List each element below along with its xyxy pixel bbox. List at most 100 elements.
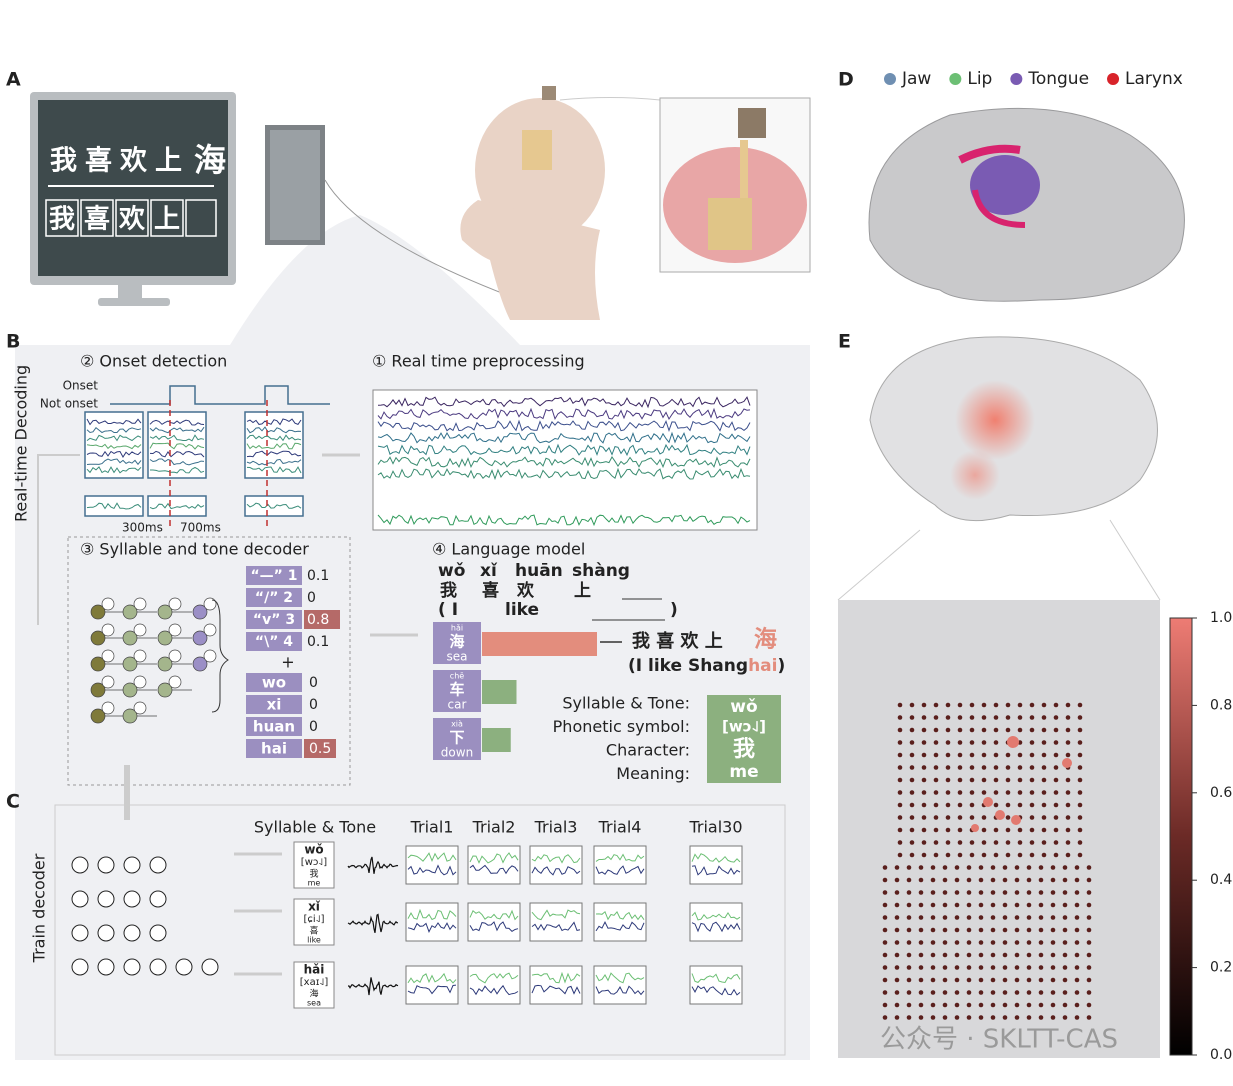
trace (246, 450, 302, 458)
electrode (1014, 990, 1020, 995)
electrode (933, 777, 939, 783)
electrode (921, 727, 927, 733)
electrode (1014, 977, 1020, 983)
output-part: ) (777, 656, 785, 676)
electrode (1074, 952, 1080, 958)
electrode (1005, 852, 1011, 858)
electrode (909, 827, 915, 833)
electrode (1074, 965, 1080, 970)
screen-char: 上 (154, 205, 180, 235)
electrode (1065, 777, 1071, 783)
node (175, 958, 193, 976)
electrode (971, 824, 979, 832)
loop (168, 623, 182, 637)
electrode (1026, 902, 1032, 908)
loop (168, 675, 182, 689)
prob-cell (304, 610, 340, 629)
electrode (966, 990, 972, 995)
section-title: ④ Language model (432, 540, 585, 559)
electrode (954, 1015, 960, 1020)
electrode (918, 965, 924, 970)
electrode (978, 1002, 984, 1008)
electrode (966, 1002, 972, 1008)
trace (531, 909, 581, 921)
electrode (966, 890, 972, 895)
legend-label: Jaw (901, 69, 931, 89)
electrode (1086, 915, 1092, 920)
electrode (909, 740, 915, 745)
screen-char: 我 (50, 146, 77, 177)
electrode (1074, 990, 1080, 995)
colorbar-label: 0.8 (1210, 697, 1232, 713)
electrode (906, 1002, 912, 1008)
legend-example: 我 (733, 737, 755, 762)
electrode (1053, 802, 1059, 808)
trace (377, 419, 751, 432)
trace (246, 442, 302, 450)
electrode (981, 715, 987, 720)
electrode (1029, 702, 1035, 708)
electrode (906, 865, 912, 870)
electrode (882, 865, 888, 870)
electrode (966, 877, 972, 883)
trace (407, 922, 457, 933)
electrode (1053, 790, 1059, 795)
electrode (1026, 927, 1032, 933)
trace (595, 853, 645, 862)
electrode (1026, 877, 1032, 883)
electrode (942, 977, 948, 983)
trace (377, 443, 751, 457)
electrode (1017, 840, 1023, 845)
electrode (969, 840, 975, 845)
electrode (942, 940, 948, 945)
electrode (978, 877, 984, 883)
candidate-pinyin: hǎi (451, 624, 463, 633)
waveform (347, 856, 399, 874)
electrode (1065, 815, 1071, 820)
window (244, 495, 304, 517)
electrode (1029, 827, 1035, 833)
electrode (930, 1015, 936, 1020)
electrode (1050, 977, 1056, 983)
card-phonetic: [wɔ˨˩] (301, 857, 328, 868)
electrode (897, 777, 903, 783)
electrode (1086, 990, 1092, 995)
electrode (966, 977, 972, 983)
electrode (1086, 952, 1092, 958)
electrode (1026, 915, 1032, 920)
trace (469, 909, 519, 921)
trace (595, 910, 645, 921)
trace (469, 984, 519, 996)
electrode (990, 965, 996, 970)
trace (377, 514, 751, 527)
trial-box (467, 845, 521, 885)
electrode (957, 715, 963, 720)
electrode (1053, 840, 1059, 845)
electrode (978, 977, 984, 983)
electrode (921, 802, 927, 808)
electrode (909, 840, 915, 845)
electrode (1014, 877, 1020, 883)
char: 我 (440, 581, 457, 601)
trial-label: Trial3 (534, 818, 578, 837)
electrode (945, 765, 951, 770)
electrode (909, 727, 915, 733)
char-box (185, 199, 217, 237)
syllable-prob: 0 (309, 697, 318, 713)
side-label: Real-time Decoding (12, 365, 31, 522)
electrode (882, 890, 888, 895)
electrode (954, 1002, 960, 1008)
electrode (945, 827, 951, 833)
trace (531, 921, 581, 932)
electrode (1077, 852, 1083, 858)
electrode (954, 965, 960, 970)
syllable-label: hai (261, 740, 287, 758)
electrode (1053, 752, 1059, 758)
electrode (894, 977, 900, 983)
electrode (981, 740, 987, 745)
electrode (1053, 740, 1059, 745)
trace (691, 921, 741, 933)
electrode (990, 1002, 996, 1008)
electrode (1002, 952, 1008, 958)
electrode (1050, 865, 1056, 870)
